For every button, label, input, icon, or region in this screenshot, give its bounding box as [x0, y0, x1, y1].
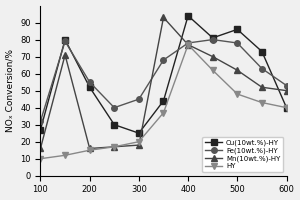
HY [236, 93, 239, 95]
Line: Mn(10wt.%)-HY: Mn(10wt.%)-HY [38, 15, 289, 151]
Fe(10wt.%)-HY [137, 98, 141, 100]
Fe(10wt.%)-HY [186, 42, 190, 44]
Fe(10wt.%)-HY [63, 40, 67, 42]
Cu(10wt.%)-HY [285, 106, 288, 109]
Line: Fe(10wt.%)-HY: Fe(10wt.%)-HY [38, 37, 289, 124]
HY [162, 112, 165, 114]
Fe(10wt.%)-HY [260, 67, 264, 70]
HY [112, 146, 116, 148]
HY [88, 149, 92, 151]
Cu(10wt.%)-HY [137, 132, 141, 134]
Mn(10wt.%)-HY [39, 147, 42, 150]
Mn(10wt.%)-HY [260, 86, 264, 88]
Mn(10wt.%)-HY [162, 16, 165, 19]
Legend: Cu(10wt.%)-HY, Fe(10wt.%)-HY, Mn(10wt.%)-HY, HY: Cu(10wt.%)-HY, Fe(10wt.%)-HY, Mn(10wt.%)… [202, 137, 283, 172]
Cu(10wt.%)-HY [88, 86, 92, 88]
HY [39, 158, 42, 160]
Mn(10wt.%)-HY [186, 43, 190, 46]
Cu(10wt.%)-HY [211, 37, 214, 39]
Mn(10wt.%)-HY [88, 147, 92, 150]
Mn(10wt.%)-HY [236, 69, 239, 71]
Line: HY: HY [38, 42, 289, 161]
Fe(10wt.%)-HY [162, 59, 165, 61]
Cu(10wt.%)-HY [39, 129, 42, 131]
Line: Cu(10wt.%)-HY: Cu(10wt.%)-HY [38, 13, 289, 136]
Cu(10wt.%)-HY [63, 38, 67, 41]
Fe(10wt.%)-HY [39, 120, 42, 122]
Mn(10wt.%)-HY [137, 144, 141, 146]
HY [186, 43, 190, 46]
Cu(10wt.%)-HY [186, 15, 190, 17]
Y-axis label: NOₓ Conversion/%: NOₓ Conversion/% [6, 49, 15, 132]
HY [137, 140, 141, 143]
HY [260, 101, 264, 104]
Mn(10wt.%)-HY [211, 55, 214, 58]
Fe(10wt.%)-HY [285, 84, 288, 87]
Mn(10wt.%)-HY [112, 146, 116, 148]
HY [63, 154, 67, 157]
Fe(10wt.%)-HY [211, 38, 214, 41]
Mn(10wt.%)-HY [285, 89, 288, 92]
Fe(10wt.%)-HY [236, 42, 239, 44]
Mn(10wt.%)-HY [63, 54, 67, 56]
Cu(10wt.%)-HY [260, 50, 264, 53]
Cu(10wt.%)-HY [112, 123, 116, 126]
Cu(10wt.%)-HY [162, 100, 165, 102]
Fe(10wt.%)-HY [88, 81, 92, 83]
HY [285, 106, 288, 109]
HY [211, 69, 214, 71]
Fe(10wt.%)-HY [112, 106, 116, 109]
Cu(10wt.%)-HY [236, 28, 239, 31]
